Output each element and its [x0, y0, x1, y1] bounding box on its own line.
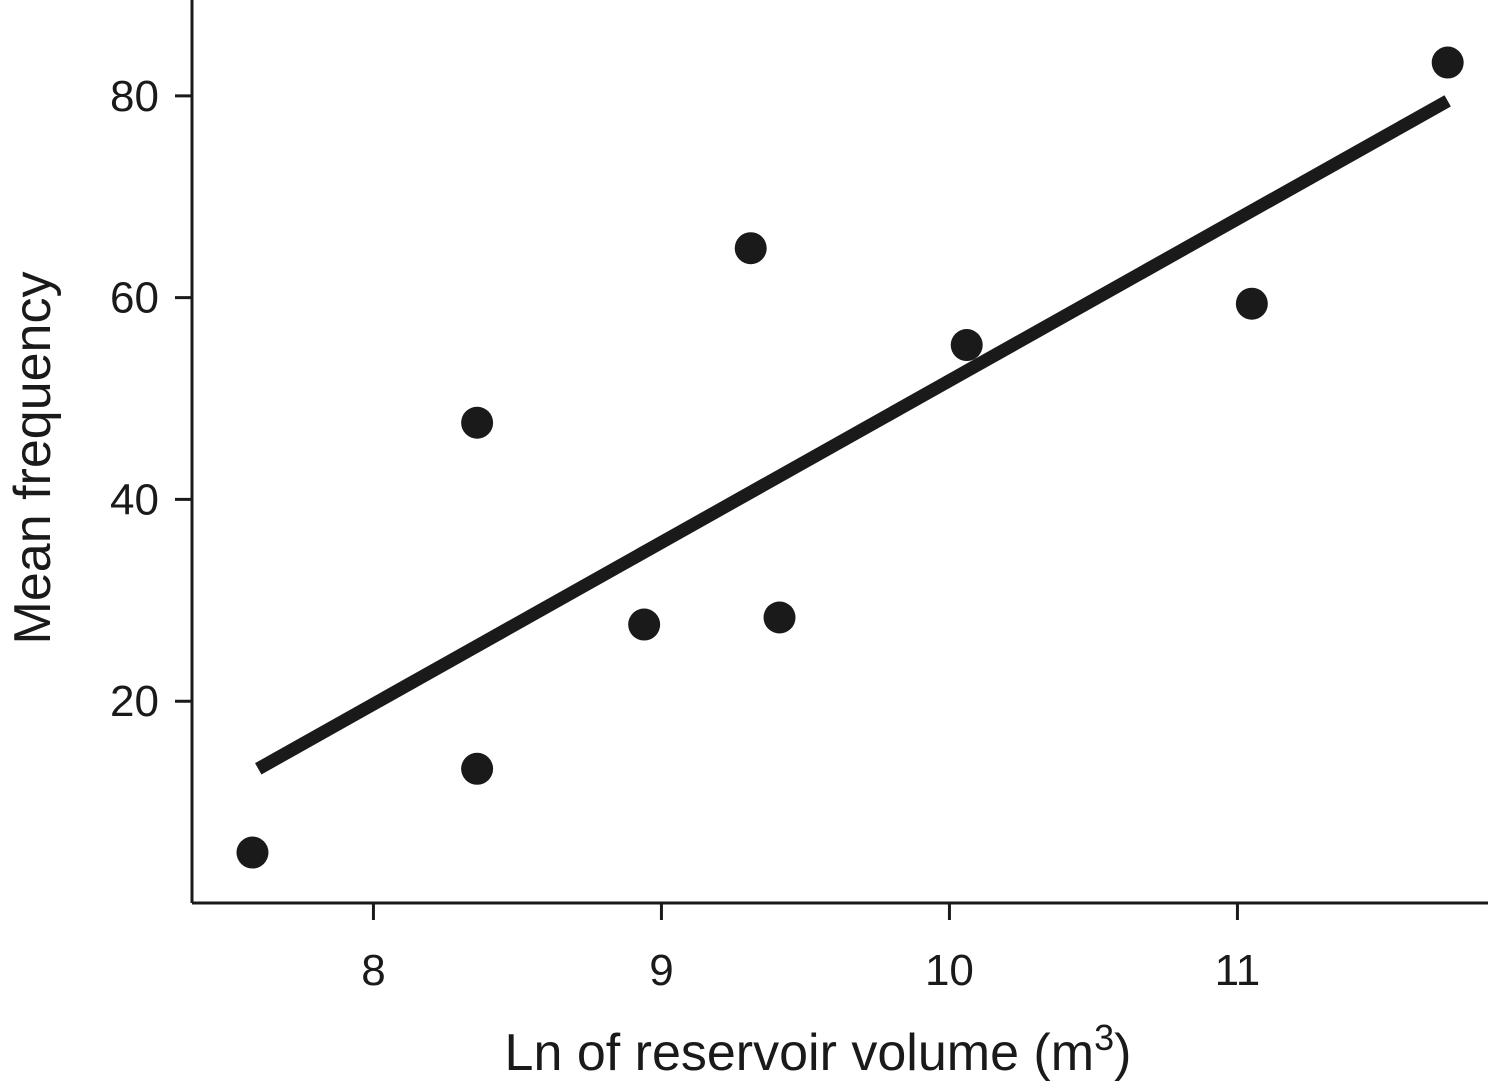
data-point — [461, 406, 494, 439]
data-point — [763, 601, 796, 634]
data-point — [950, 329, 983, 362]
data-point — [461, 752, 494, 785]
x-axis-title: Ln of reservoir volume (m3) — [505, 1017, 1132, 1082]
x-tick-label: 8 — [361, 946, 385, 995]
y-tick-label: 60 — [110, 274, 159, 323]
data-point — [1431, 46, 1464, 79]
x-axis-title-main: Ln of reservoir volume (m — [505, 1024, 1095, 1082]
data-point — [734, 232, 767, 265]
y-tick-label: 80 — [110, 72, 159, 121]
x-axis-title-superscript: 3 — [1094, 1017, 1114, 1058]
regression-line — [255, 95, 1451, 775]
y-axis-title: Mean frequency — [4, 272, 62, 645]
x-tick-label: 9 — [649, 946, 673, 995]
data-point — [1235, 287, 1268, 320]
x-tick-label: 10 — [925, 946, 974, 995]
x-axis-title-end: ) — [1114, 1024, 1131, 1082]
x-axis-ticks: 8 9 10 11 — [361, 903, 1260, 995]
x-tick-label: 11 — [1215, 946, 1261, 995]
data-point — [236, 836, 269, 869]
y-axis-ticks: 20 40 60 80 — [110, 72, 192, 726]
y-tick-label: 20 — [110, 677, 159, 726]
y-tick-label: 40 — [110, 475, 159, 524]
data-point — [628, 608, 661, 641]
data-points — [236, 46, 1464, 869]
